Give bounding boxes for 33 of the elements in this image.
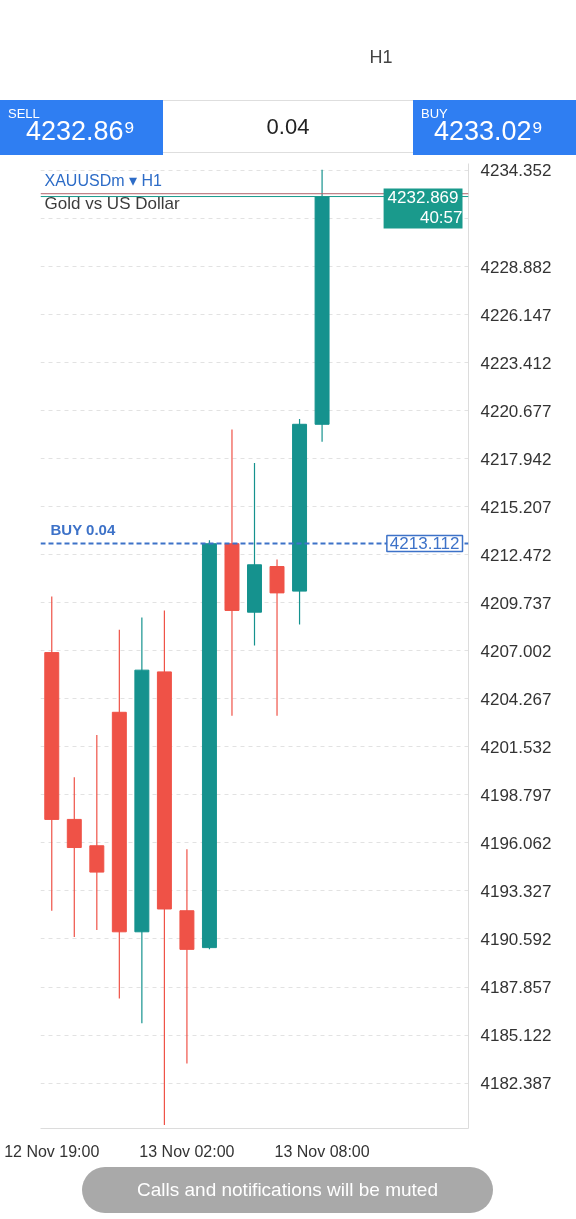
text: SELL	[8, 106, 40, 121]
annotation: 40:57	[419, 208, 463, 228]
y-tick-label: 4215.207	[480, 497, 552, 517]
x-tick-label: 13 Nov 08:00	[274, 1142, 370, 1160]
text: H1	[368, 47, 394, 67]
y-tick-label: 4220.677	[480, 401, 552, 421]
x-tick-label: 13 Nov 02:00	[139, 1142, 235, 1160]
y-tick-label: 4190.592	[480, 929, 552, 949]
y-tick-label: 4196.062	[480, 833, 552, 853]
text: XAUUSDm ▾ H1	[44, 172, 162, 189]
ref-line-label: 4232.869	[387, 187, 459, 207]
text: Calls and notifications will be muted	[82, 1167, 493, 1213]
y-tick-label: 4207.002	[480, 641, 552, 661]
text: 0.04	[265, 114, 311, 139]
y-tick-label: 4204.267	[480, 689, 552, 709]
text: BUY	[421, 106, 448, 121]
ref-line-label: 4213.112	[389, 534, 460, 554]
y-tick-label: 4217.942	[480, 449, 552, 469]
y-tick-label: 4228.882	[480, 257, 552, 277]
annotation: BUY 0.04	[50, 521, 116, 539]
y-tick-label: 4187.857	[480, 978, 552, 998]
y-tick-label: 4234.352	[480, 161, 552, 181]
y-tick-label: 4226.147	[480, 305, 552, 325]
y-tick-label: 4198.797	[480, 785, 552, 805]
y-tick-label: 4182.387	[480, 1074, 552, 1094]
text: Gold vs US Dollar	[44, 194, 180, 213]
y-tick-label: 4193.327	[480, 881, 552, 901]
y-tick-label: 4201.532	[480, 737, 552, 757]
y-tick-label: 4223.412	[480, 353, 552, 373]
y-tick-label: 4212.472	[480, 545, 552, 565]
y-tick-label: 4185.122	[480, 1026, 552, 1046]
x-tick-label: 12 Nov 19:00	[4, 1142, 100, 1160]
y-tick-label: 4209.737	[480, 593, 552, 613]
